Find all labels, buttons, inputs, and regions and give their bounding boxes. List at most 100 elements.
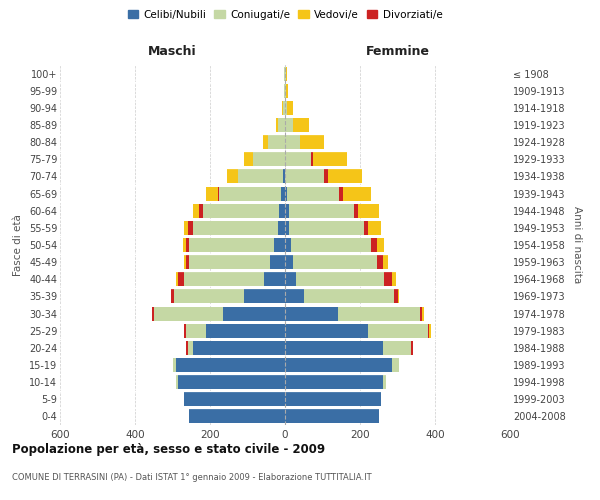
Bar: [364, 221, 367, 235]
Bar: [187, 341, 193, 355]
Bar: [268, 135, 285, 149]
Bar: [184, 255, 185, 269]
Bar: [286, 66, 287, 80]
Bar: [244, 290, 285, 304]
Bar: [285, 204, 289, 218]
Bar: [203, 204, 280, 218]
Bar: [293, 118, 310, 132]
Bar: [285, 341, 383, 355]
Bar: [285, 84, 286, 98]
Bar: [281, 186, 285, 200]
Bar: [285, 324, 367, 338]
Bar: [285, 272, 296, 286]
Bar: [277, 118, 285, 132]
Bar: [293, 255, 377, 269]
Bar: [287, 101, 293, 115]
Bar: [398, 290, 400, 304]
Text: COMUNE DI TERRASINI (PA) - Dati ISTAT 1° gennaio 2009 - Elaborazione TUTTITALIA.: COMUNE DI TERRASINI (PA) - Dati ISTAT 1°…: [12, 472, 371, 482]
Bar: [152, 306, 154, 320]
Bar: [285, 255, 293, 269]
Bar: [377, 255, 383, 269]
Bar: [206, 186, 218, 200]
Bar: [176, 358, 285, 372]
Bar: [175, 290, 244, 304]
Bar: [173, 358, 176, 372]
Bar: [285, 221, 289, 235]
Bar: [190, 255, 270, 269]
Legend: Celibi/Nubili, Coniugati/e, Vedovi/e, Divorziati/e: Celibi/Nubili, Coniugati/e, Vedovi/e, Di…: [124, 6, 446, 24]
Bar: [270, 255, 285, 269]
Bar: [283, 170, 285, 183]
Bar: [223, 306, 285, 320]
Bar: [176, 272, 178, 286]
Bar: [285, 170, 325, 183]
Bar: [184, 272, 265, 286]
Bar: [285, 152, 311, 166]
Bar: [430, 324, 431, 338]
Bar: [199, 204, 203, 218]
Bar: [285, 186, 287, 200]
Bar: [170, 290, 175, 304]
Y-axis label: Anni di nascita: Anni di nascita: [572, 206, 582, 284]
Bar: [190, 238, 274, 252]
Bar: [392, 272, 395, 286]
Bar: [206, 324, 285, 338]
Bar: [420, 306, 422, 320]
Bar: [343, 186, 371, 200]
Bar: [220, 186, 281, 200]
Bar: [285, 118, 293, 132]
Bar: [280, 204, 285, 218]
Bar: [154, 306, 223, 320]
Bar: [178, 375, 285, 389]
Bar: [187, 221, 193, 235]
Bar: [185, 238, 190, 252]
Bar: [193, 221, 277, 235]
Bar: [244, 152, 253, 166]
Bar: [296, 272, 385, 286]
Bar: [328, 170, 362, 183]
Bar: [285, 392, 380, 406]
Bar: [285, 410, 379, 424]
Bar: [383, 375, 386, 389]
Bar: [184, 392, 285, 406]
Bar: [218, 186, 220, 200]
Bar: [371, 238, 377, 252]
Bar: [422, 306, 424, 320]
Bar: [238, 170, 283, 183]
Bar: [337, 306, 420, 320]
Bar: [185, 324, 206, 338]
Bar: [184, 324, 185, 338]
Bar: [178, 272, 184, 286]
Bar: [289, 204, 355, 218]
Bar: [394, 290, 398, 304]
Bar: [367, 221, 380, 235]
Bar: [286, 84, 287, 98]
Bar: [182, 238, 185, 252]
Bar: [227, 170, 238, 183]
Bar: [284, 84, 285, 98]
Bar: [185, 255, 190, 269]
Bar: [190, 410, 285, 424]
Bar: [287, 186, 340, 200]
Bar: [285, 101, 287, 115]
Bar: [285, 290, 304, 304]
Bar: [176, 375, 178, 389]
Bar: [263, 135, 268, 149]
Bar: [283, 101, 285, 115]
Bar: [285, 375, 383, 389]
Y-axis label: Fasce di età: Fasce di età: [13, 214, 23, 276]
Bar: [367, 324, 427, 338]
Bar: [285, 238, 290, 252]
Bar: [311, 152, 313, 166]
Bar: [277, 221, 285, 235]
Bar: [383, 255, 388, 269]
Bar: [427, 324, 430, 338]
Bar: [410, 341, 413, 355]
Bar: [385, 272, 392, 286]
Bar: [274, 238, 285, 252]
Bar: [355, 204, 358, 218]
Bar: [253, 152, 285, 166]
Text: Popolazione per età, sesso e stato civile - 2009: Popolazione per età, sesso e stato civil…: [12, 442, 325, 456]
Bar: [290, 238, 371, 252]
Bar: [193, 341, 285, 355]
